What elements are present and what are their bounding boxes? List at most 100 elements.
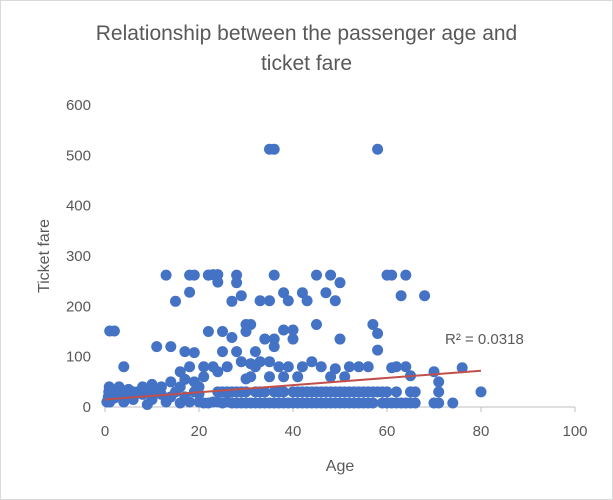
x-axis-title: Age (326, 458, 355, 475)
y-tick-label: 300 (66, 248, 91, 265)
data-point (188, 347, 200, 359)
data-point (278, 324, 290, 336)
x-tick-label: 100 (562, 423, 587, 440)
data-point (372, 143, 384, 155)
trendline (104, 369, 482, 401)
data-point (179, 346, 191, 358)
data-point (409, 397, 421, 409)
data-point (329, 295, 341, 307)
data-point (108, 325, 120, 337)
data-point (155, 381, 167, 393)
y-tick-label: 500 (66, 147, 91, 164)
y-axis-title: Ticket fare (36, 219, 53, 293)
data-point (287, 333, 299, 345)
data-point (212, 269, 224, 281)
data-point (311, 269, 322, 281)
x-tick-label: 20 (191, 423, 208, 440)
data-point (184, 396, 196, 408)
data-point (311, 318, 322, 330)
data-point (390, 361, 402, 373)
data-point (184, 361, 196, 373)
data-point (254, 356, 266, 368)
data-point (268, 143, 280, 155)
data-point (217, 346, 228, 358)
data-point (165, 341, 177, 353)
data-point (334, 333, 346, 345)
data-point (212, 276, 224, 288)
data-point (259, 386, 271, 398)
chart-title: Relationship between the passenger age a… (95, 22, 518, 75)
data-point (245, 318, 257, 330)
data-point (278, 386, 290, 398)
data-point (315, 361, 327, 373)
data-point (381, 386, 393, 398)
y-tick-label: 600 (66, 97, 91, 114)
data-point (447, 397, 459, 409)
data-point (367, 318, 379, 330)
data-point (264, 295, 275, 307)
data-point (235, 356, 247, 368)
x-tick-label: 0 (101, 423, 109, 440)
data-point (254, 295, 266, 307)
data-point (231, 277, 243, 289)
data-point (353, 361, 365, 373)
data-point (433, 397, 445, 409)
data-point (419, 290, 431, 302)
y-tick-label: 400 (66, 198, 91, 215)
y-tick-label: 0 (83, 399, 91, 416)
data-point (268, 333, 280, 345)
x-tick-label: 60 (379, 423, 396, 440)
data-point (433, 376, 445, 388)
data-point (212, 366, 224, 378)
data-point (278, 371, 290, 383)
data-point (273, 361, 285, 373)
data-point (409, 386, 421, 398)
data-point (334, 277, 346, 289)
data-point (170, 295, 181, 307)
data-point (202, 326, 214, 337)
data-point (296, 361, 308, 373)
data-point (235, 290, 247, 302)
data-point (259, 333, 271, 345)
data-point (456, 362, 468, 374)
data-point (160, 269, 172, 281)
data-point (249, 346, 261, 358)
data-point (231, 346, 243, 358)
data-point (306, 356, 318, 368)
data-point (386, 269, 398, 281)
x-tick-label: 80 (473, 423, 490, 440)
data-point (400, 269, 412, 281)
data-point (278, 287, 290, 299)
data-point (264, 371, 275, 383)
data-point (400, 361, 412, 373)
data-point (113, 381, 125, 393)
data-point (193, 381, 205, 393)
data-point (282, 295, 294, 307)
y-tick-label: 200 (66, 298, 91, 315)
data-point (339, 371, 351, 383)
data-point (325, 269, 337, 281)
data-point (372, 328, 384, 340)
data-point (268, 269, 280, 281)
data-point (395, 290, 407, 302)
data-point (320, 287, 332, 299)
data-point (329, 363, 341, 375)
data-point (221, 361, 233, 373)
data-point (268, 341, 280, 353)
data-point (296, 287, 308, 299)
data-point (390, 386, 402, 398)
data-point (287, 324, 299, 336)
data-point (372, 344, 384, 356)
data-point (282, 361, 294, 373)
data-point (292, 371, 304, 383)
data-point (343, 361, 355, 373)
data-point (198, 371, 210, 383)
data-point (264, 356, 275, 368)
data-point (325, 371, 337, 383)
data-point (231, 269, 243, 281)
data-point (226, 332, 238, 344)
data-point (179, 373, 191, 385)
data-point (367, 397, 379, 409)
